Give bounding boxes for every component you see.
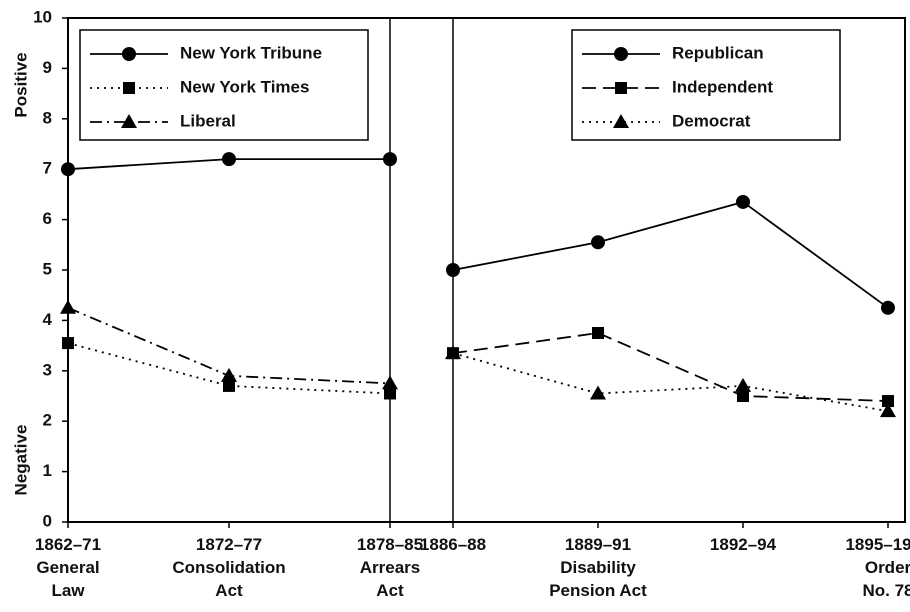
legend-label: Liberal xyxy=(180,111,236,130)
marker xyxy=(121,114,137,128)
x-tick-label: General xyxy=(36,558,99,577)
y-tick-label: 8 xyxy=(43,108,52,127)
marker xyxy=(592,327,604,339)
x-tick-label: 1889–91 xyxy=(565,535,631,554)
marker xyxy=(737,390,749,402)
marker xyxy=(60,299,76,314)
x-tick-label: 1878–85 xyxy=(357,535,423,554)
x-tick-label: Act xyxy=(215,581,243,600)
legend-label: Independent xyxy=(672,77,773,96)
marker xyxy=(882,395,894,408)
x-tick-label: Arrears xyxy=(360,558,421,577)
y-label-positive: Positive xyxy=(11,52,30,117)
legend-label: Democrat xyxy=(672,111,751,130)
marker xyxy=(382,375,398,390)
x-tick-label: Law xyxy=(51,581,85,600)
y-tick-label: 9 xyxy=(43,58,52,77)
x-tick-label: No. 78 xyxy=(862,581,910,600)
marker xyxy=(221,367,237,382)
marker xyxy=(223,379,235,392)
marker xyxy=(880,403,896,418)
series-line xyxy=(452,332,889,402)
y-tick-label: 6 xyxy=(43,209,52,228)
marker xyxy=(590,385,606,400)
marker xyxy=(61,162,75,177)
marker xyxy=(881,300,895,315)
marker xyxy=(735,377,751,392)
legend-label: New York Times xyxy=(180,77,309,96)
x-tick-label: Order xyxy=(865,558,910,577)
x-tick-label: 1886–88 xyxy=(420,535,486,554)
y-tick-label: 0 xyxy=(43,511,52,530)
series-line xyxy=(452,200,889,309)
y-tick-label: 3 xyxy=(43,360,52,379)
y-tick-label: 7 xyxy=(43,159,52,178)
y-tick-label: 2 xyxy=(43,411,52,430)
x-tick-label: 1862–71 xyxy=(35,535,101,554)
x-tick-label: 1872–77 xyxy=(196,535,262,554)
marker xyxy=(384,387,396,400)
marker xyxy=(736,194,750,209)
y-label-negative: Negative xyxy=(11,425,30,496)
marker xyxy=(122,47,136,61)
y-tick-label: 1 xyxy=(43,461,52,480)
x-tick-label: Consolidation xyxy=(172,558,285,577)
marker xyxy=(222,152,236,167)
marker xyxy=(123,82,135,94)
x-tick-label: 1892–94 xyxy=(710,535,777,554)
series-line xyxy=(452,352,889,413)
x-tick-label: Pension Act xyxy=(549,581,647,600)
legend-label: Republican xyxy=(672,43,764,62)
marker xyxy=(383,152,397,167)
marker xyxy=(445,345,461,360)
series-line xyxy=(67,342,391,395)
x-tick-label: Disability xyxy=(560,558,636,577)
y-tick-label: 10 xyxy=(33,7,52,26)
marker xyxy=(614,47,628,61)
marker xyxy=(591,235,605,250)
x-tick-label: 1895–1904 xyxy=(845,535,910,554)
marker xyxy=(613,114,629,128)
marker xyxy=(615,82,627,94)
marker xyxy=(62,337,74,350)
marker xyxy=(446,263,460,277)
x-tick-label: Act xyxy=(376,581,404,600)
y-tick-label: 5 xyxy=(43,259,52,278)
y-tick-label: 4 xyxy=(43,310,53,329)
legend-label: New York Tribune xyxy=(180,43,322,62)
